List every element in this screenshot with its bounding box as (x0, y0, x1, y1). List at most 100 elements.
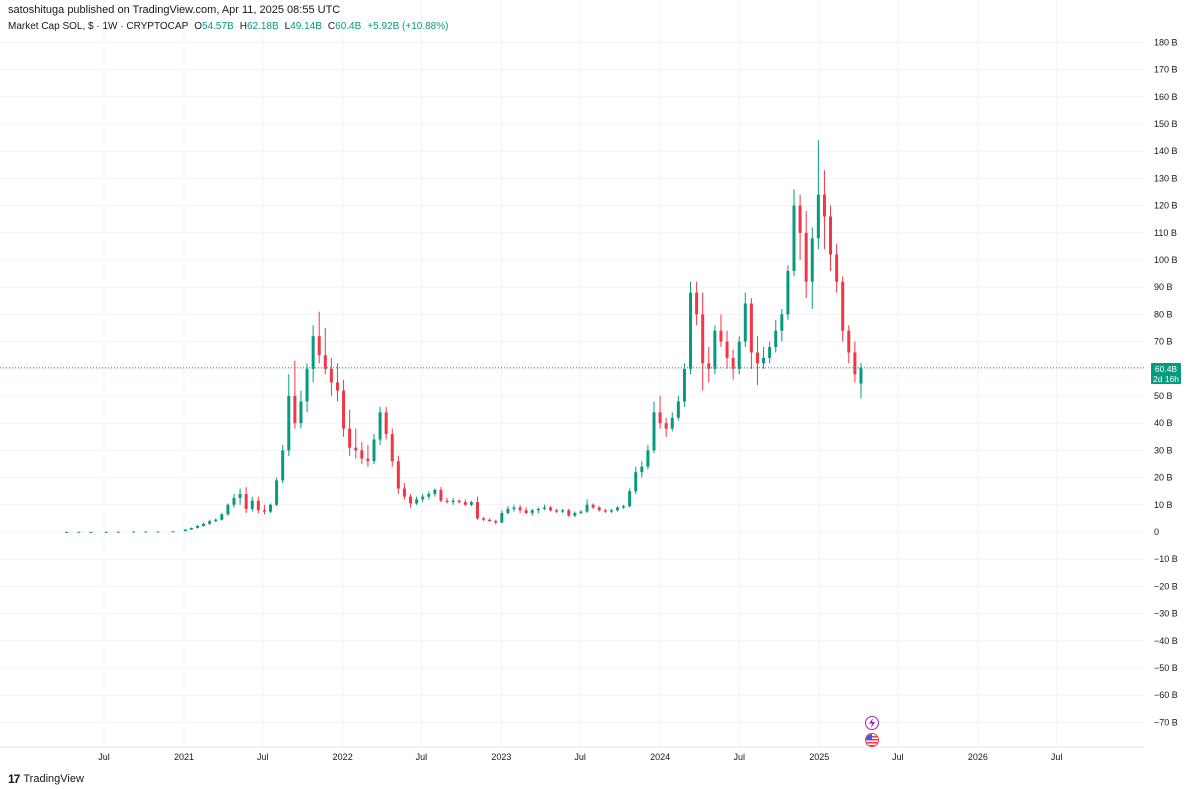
candle (317, 311, 321, 364)
candle (500, 510, 504, 524)
candle-body (488, 519, 492, 522)
close-label: C (327, 21, 336, 32)
candle (762, 347, 766, 369)
candle-body (402, 488, 406, 497)
candle (421, 493, 425, 503)
y-tick-label: −10 B (1154, 554, 1178, 564)
candle-body (232, 498, 236, 505)
candle (494, 519, 498, 525)
candle-body (457, 500, 461, 503)
candle (664, 417, 668, 437)
tradingview-logo[interactable]: 17 TradingView (8, 772, 84, 786)
candle-body (549, 507, 553, 511)
candle-body (342, 390, 346, 429)
candle-body (445, 500, 449, 503)
candle (561, 508, 565, 513)
candle (445, 498, 449, 504)
candle-body (585, 504, 589, 512)
us-flag-icon[interactable] (865, 733, 879, 747)
candle (171, 531, 175, 533)
candle (567, 508, 571, 518)
candle (615, 506, 619, 512)
candle (804, 211, 808, 299)
candle (786, 265, 790, 320)
last-price-value: 60.4B (1154, 364, 1178, 374)
x-tick-label: Jul (892, 752, 904, 762)
candle-body (323, 355, 327, 369)
candle (542, 504, 546, 511)
y-tick-label: 110 B (1154, 228, 1177, 238)
candle (719, 314, 723, 348)
y-tick-label: −40 B (1154, 636, 1178, 646)
candle (652, 401, 656, 454)
y-tick-label: 80 B (1154, 309, 1173, 319)
candle-body (250, 500, 254, 509)
candle (238, 488, 242, 505)
candle (774, 319, 778, 353)
candle-body (524, 510, 528, 513)
y-tick-label: 140 B (1154, 146, 1178, 156)
candle (65, 531, 69, 533)
candle (463, 499, 467, 507)
candle-body (847, 330, 851, 353)
candle (183, 529, 187, 532)
y-tick-label: 180 B (1154, 37, 1178, 47)
change-value: +5.92B (+10.88%) (367, 21, 449, 32)
candle-body (707, 363, 711, 369)
candle-body (768, 347, 772, 358)
candle (372, 434, 376, 464)
candle-body (372, 439, 376, 462)
candle-body (451, 500, 455, 503)
candle-body (634, 472, 638, 492)
x-tick-label: Jul (1051, 752, 1063, 762)
low-value: 49.14B (290, 21, 322, 32)
candle-body (689, 292, 693, 369)
candle (585, 499, 589, 513)
y-tick-label: 120 B (1154, 201, 1178, 211)
tradingview-wordmark: TradingView (23, 773, 84, 785)
candle (518, 504, 522, 513)
y-tick-label: 150 B (1154, 119, 1178, 129)
candle (250, 496, 254, 512)
candle (591, 503, 595, 509)
candle (512, 504, 516, 512)
candle (798, 194, 802, 260)
candle-body (682, 368, 686, 402)
candle (609, 508, 613, 513)
candle (835, 243, 839, 293)
candle-body (609, 510, 613, 512)
candle (214, 518, 218, 523)
candle (549, 506, 553, 512)
y-tick-label: 130 B (1154, 173, 1178, 183)
candle (731, 349, 735, 380)
candle-body (494, 521, 498, 523)
candle (506, 506, 510, 515)
candle (311, 325, 315, 383)
open-label: O (194, 21, 203, 32)
candle (530, 508, 534, 516)
candles (65, 140, 863, 533)
candle-body (439, 489, 443, 501)
candle-body (244, 493, 248, 509)
candle-body (859, 367, 863, 384)
candle-body (293, 396, 297, 424)
candle-body (658, 412, 662, 424)
candle-body (299, 401, 303, 424)
candle (755, 336, 759, 386)
candle-body (287, 396, 291, 451)
open-value: 54.57B (202, 21, 234, 32)
symbol-title[interactable]: Market Cap SOL, $ · 1W · CRYPTOCAP (8, 21, 189, 32)
candle (689, 281, 693, 375)
time-axis[interactable]: Jul 2021 Jul 2022 Jul 2023 Jul 2024 Jul 2025 Jul 20… (98, 752, 1062, 762)
candle-body (156, 531, 160, 533)
candle-body (104, 531, 108, 533)
candle (573, 511, 577, 518)
candle-body (719, 330, 723, 342)
candle-body (220, 514, 224, 520)
lightning-icon[interactable] (865, 716, 879, 730)
candle-body (89, 531, 93, 533)
candle-body (841, 281, 845, 331)
candle (822, 170, 826, 250)
candle-body (463, 502, 467, 505)
